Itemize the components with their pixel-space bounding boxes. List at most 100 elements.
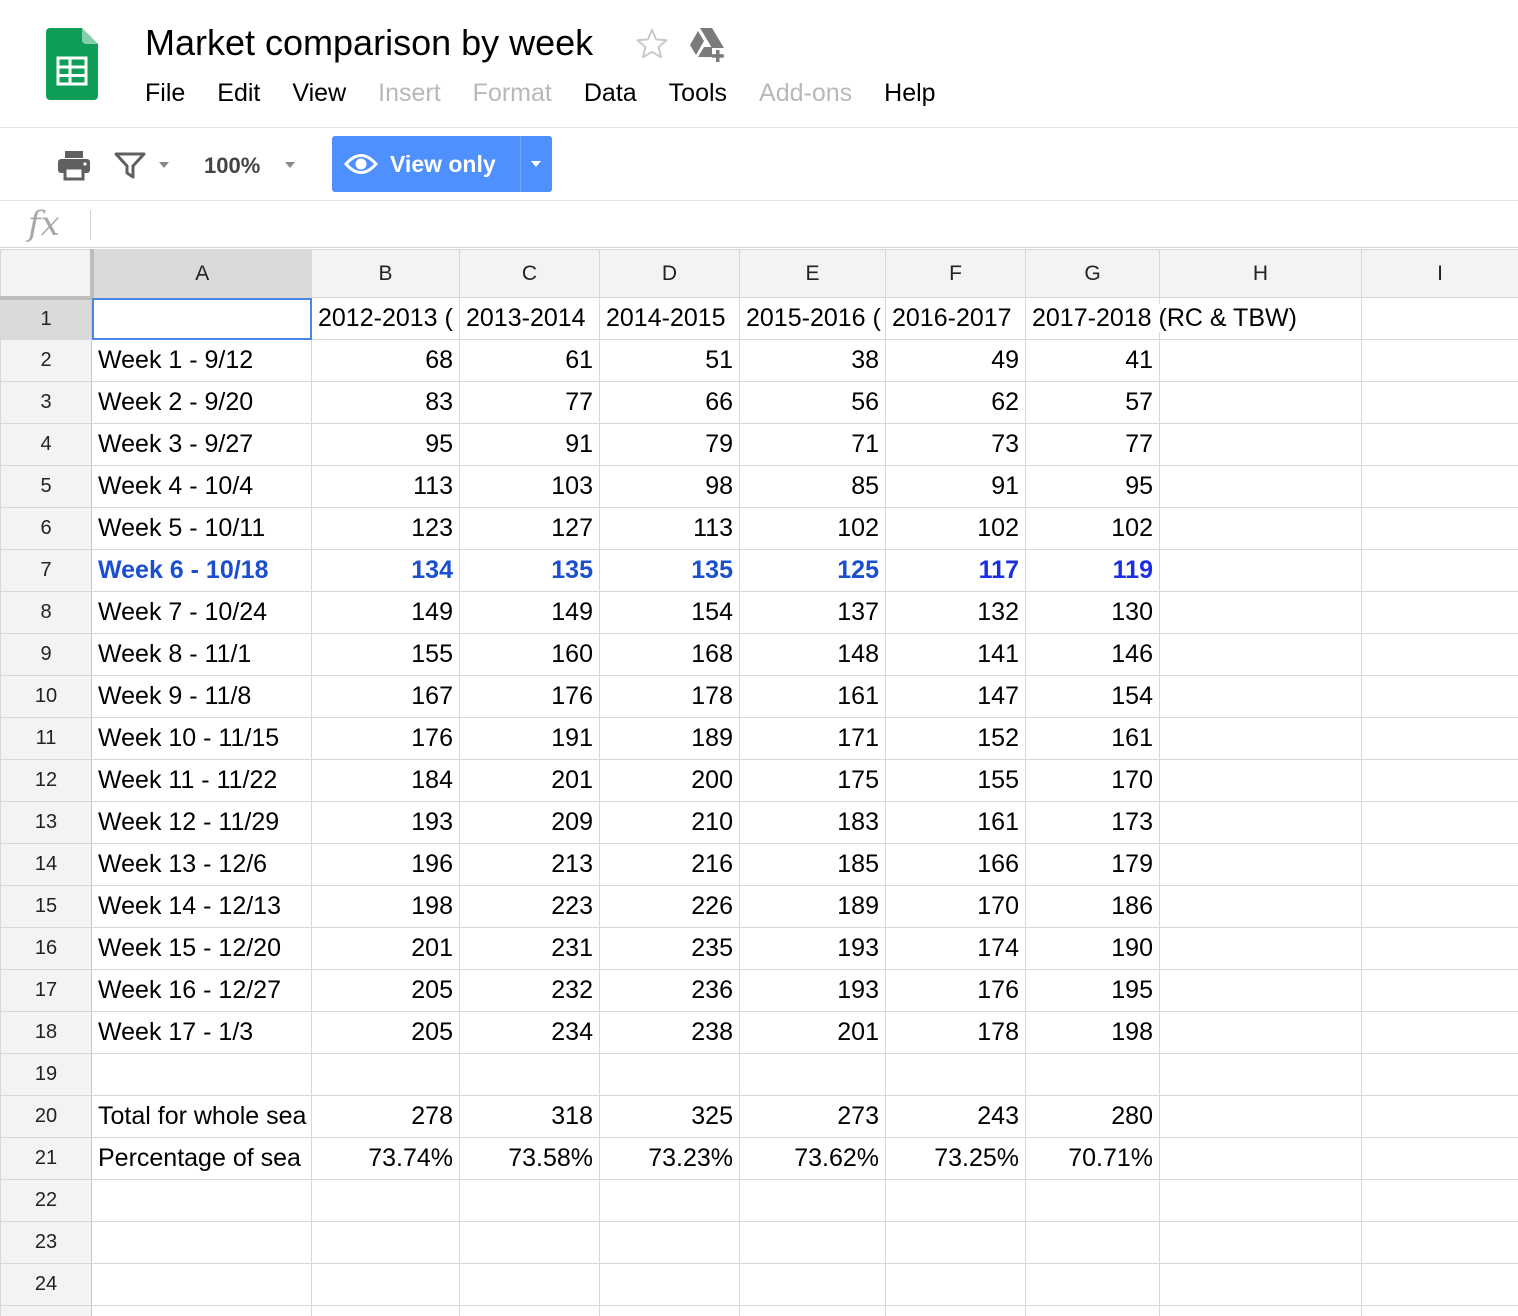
row-header-4[interactable]: 4 [0,423,92,466]
cell-e19[interactable] [739,1053,886,1096]
cell-e18[interactable]: 201 [739,1011,886,1054]
cell-g14[interactable]: 179 [1025,843,1160,886]
cell-c19[interactable] [459,1053,600,1096]
cell-b6[interactable]: 123 [311,507,460,550]
cell-b1[interactable]: 2012-2013 ( [311,297,460,340]
cell-c15[interactable]: 223 [459,885,600,928]
cell-c25[interactable] [459,1305,600,1316]
cell-e14[interactable]: 185 [739,843,886,886]
cell-a18[interactable]: Week 17 - 1/3 [91,1011,312,1054]
cell-h8[interactable] [1159,591,1362,634]
cell-f8[interactable]: 132 [885,591,1026,634]
cell-i1[interactable] [1361,297,1518,340]
cell-e10[interactable]: 161 [739,675,886,718]
cell-b2[interactable]: 68 [311,339,460,382]
row-header-22[interactable]: 22 [0,1179,92,1222]
cell-d17[interactable]: 236 [599,969,740,1012]
row-header-17[interactable]: 17 [0,969,92,1012]
row-header-12[interactable]: 12 [0,759,92,802]
cell-c21[interactable]: 73.58% [459,1137,600,1180]
cell-i13[interactable] [1361,801,1518,844]
filter-dropdown-caret-icon[interactable] [158,161,170,169]
column-header-a[interactable]: A [91,249,312,298]
cell-i14[interactable] [1361,843,1518,886]
row-header-14[interactable]: 14 [0,843,92,886]
cell-e22[interactable] [739,1179,886,1222]
cell-i12[interactable] [1361,759,1518,802]
cell-f1[interactable]: 2016-2017 [885,297,1026,340]
row-header-19[interactable]: 19 [0,1053,92,1096]
cell-f15[interactable]: 170 [885,885,1026,928]
cell-h20[interactable] [1159,1095,1362,1138]
cell-d22[interactable] [599,1179,740,1222]
cell-b23[interactable] [311,1221,460,1264]
cell-i23[interactable] [1361,1221,1518,1264]
cell-c24[interactable] [459,1263,600,1306]
cell-b4[interactable]: 95 [311,423,460,466]
menu-help[interactable]: Help [884,79,936,107]
cell-e3[interactable]: 56 [739,381,886,424]
cell-f20[interactable]: 243 [885,1095,1026,1138]
cell-f17[interactable]: 176 [885,969,1026,1012]
cell-c2[interactable]: 61 [459,339,600,382]
cell-h9[interactable] [1159,633,1362,676]
cell-i16[interactable] [1361,927,1518,970]
menu-data[interactable]: Data [583,79,637,107]
cell-f7[interactable]: 117 [885,549,1026,592]
cell-i18[interactable] [1361,1011,1518,1054]
cell-d14[interactable]: 216 [599,843,740,886]
cell-b8[interactable]: 149 [311,591,460,634]
cell-d12[interactable]: 200 [599,759,740,802]
cell-a14[interactable]: Week 13 - 12/6 [91,843,312,886]
cell-a7[interactable]: Week 6 - 10/18 [91,549,312,592]
column-header-g[interactable]: G [1025,249,1160,298]
cell-e20[interactable]: 273 [739,1095,886,1138]
cell-i5[interactable] [1361,465,1518,508]
cell-g24[interactable] [1025,1263,1160,1306]
cell-c20[interactable]: 318 [459,1095,600,1138]
cell-h24[interactable] [1159,1263,1362,1306]
cell-b18[interactable]: 205 [311,1011,460,1054]
cell-b25[interactable] [311,1305,460,1316]
cell-h10[interactable] [1159,675,1362,718]
cell-e21[interactable]: 73.62% [739,1137,886,1180]
cell-c9[interactable]: 160 [459,633,600,676]
cell-d5[interactable]: 98 [599,465,740,508]
cell-h7[interactable] [1159,549,1362,592]
cell-d4[interactable]: 79 [599,423,740,466]
cell-c16[interactable]: 231 [459,927,600,970]
cell-g18[interactable]: 198 [1025,1011,1160,1054]
cell-a12[interactable]: Week 11 - 11/22 [91,759,312,802]
cell-d19[interactable] [599,1053,740,1096]
view-only-button[interactable]: View only [332,136,552,192]
cell-b14[interactable]: 196 [311,843,460,886]
column-header-e[interactable]: E [739,249,886,298]
column-header-b[interactable]: B [311,249,460,298]
formula-input[interactable] [112,208,1512,242]
column-header-d[interactable]: D [599,249,740,298]
row-header-2[interactable]: 2 [0,339,92,382]
cell-c1[interactable]: 2013-2014 [459,297,600,340]
menu-view[interactable]: View [292,79,347,107]
cell-a11[interactable]: Week 10 - 11/15 [91,717,312,760]
zoom-dropdown-caret-icon[interactable] [284,161,296,169]
cell-b9[interactable]: 155 [311,633,460,676]
cell-e12[interactable]: 175 [739,759,886,802]
cell-i2[interactable] [1361,339,1518,382]
cell-d15[interactable]: 226 [599,885,740,928]
cell-g2[interactable]: 41 [1025,339,1160,382]
sheets-logo-icon[interactable] [46,28,98,100]
cell-g19[interactable] [1025,1053,1160,1096]
cell-h5[interactable] [1159,465,1362,508]
cell-b16[interactable]: 201 [311,927,460,970]
row-header-1[interactable]: 1 [0,297,92,340]
cell-f3[interactable]: 62 [885,381,1026,424]
cell-g6[interactable]: 102 [1025,507,1160,550]
cell-e8[interactable]: 137 [739,591,886,634]
cell-f21[interactable]: 73.25% [885,1137,1026,1180]
cell-a19[interactable] [91,1053,312,1096]
row-header-10[interactable]: 10 [0,675,92,718]
row-header-16[interactable]: 16 [0,927,92,970]
view-only-dropdown-caret-icon[interactable] [530,160,542,168]
cell-i4[interactable] [1361,423,1518,466]
